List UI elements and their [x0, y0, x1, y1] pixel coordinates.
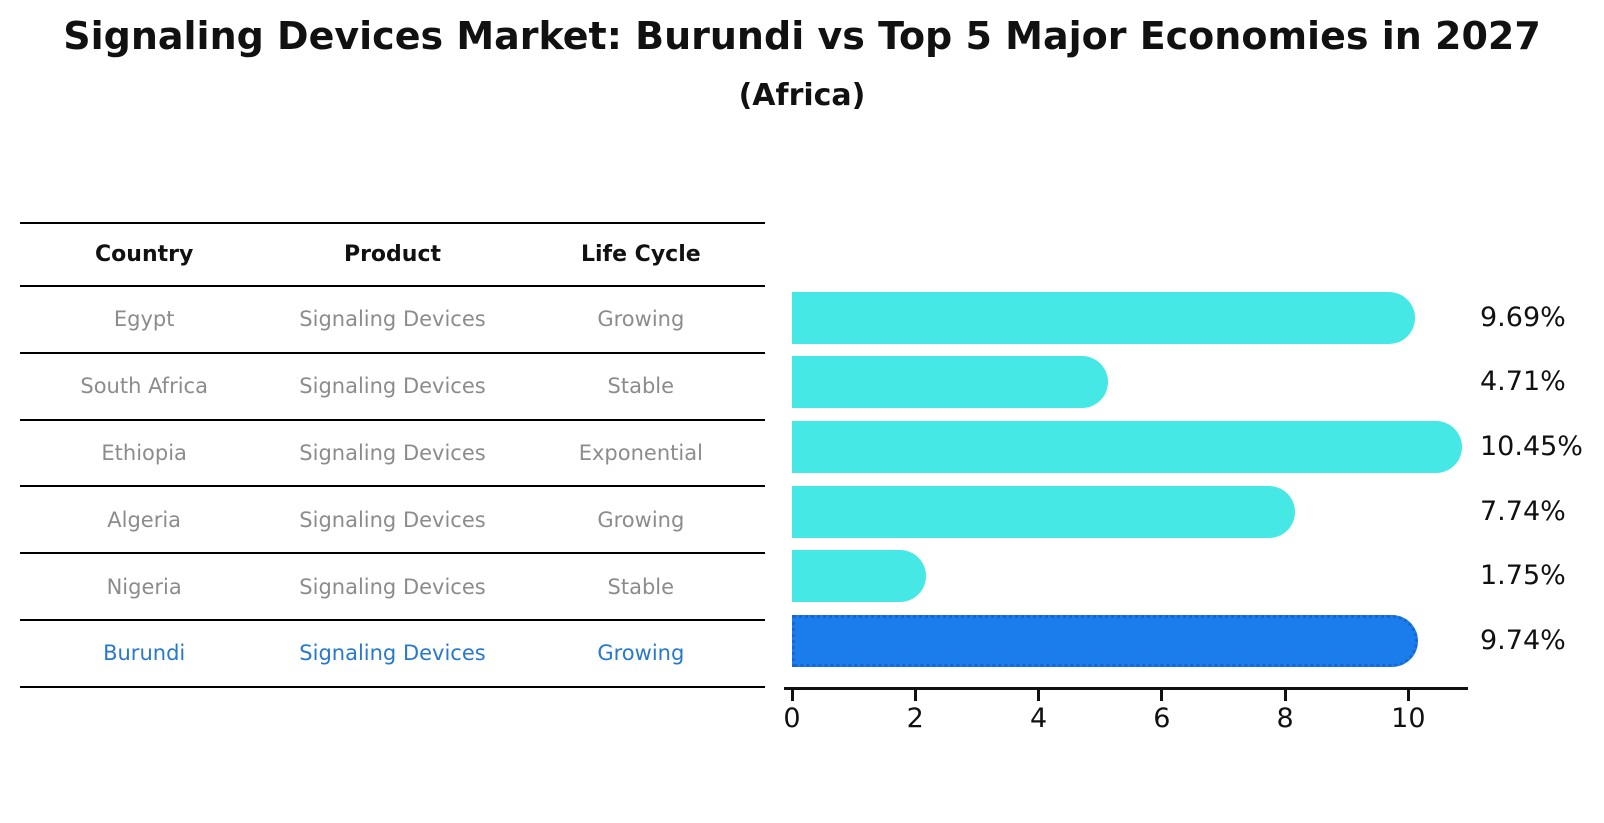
product-cell: Signaling Devices: [299, 641, 486, 666]
x-tick-label: 2: [906, 703, 924, 734]
bar-nigeria: [792, 550, 926, 603]
value-label: 9.69%: [1480, 301, 1566, 333]
x-tick-label: 4: [1029, 703, 1048, 734]
lifecycle-cell: Growing: [597, 307, 685, 332]
product-cell: Signaling Devices: [299, 307, 486, 332]
country-cell: Egypt: [113, 307, 175, 332]
table-row: Ethiopia Signaling Devices Exponential: [20, 421, 765, 488]
x-tick-label: 8: [1276, 703, 1294, 734]
value-label: 9.74%: [1480, 624, 1566, 656]
bar-ethiopia: [792, 420, 1463, 473]
x-tick-label: 6: [1153, 703, 1171, 734]
table-header-row: Country Product Life Cycle: [20, 224, 765, 287]
product-cell: Signaling Devices: [299, 507, 486, 532]
table-row: Algeria Signaling Devices Growing: [20, 487, 765, 555]
table-row: South Africa Signaling Devices Stable: [20, 354, 765, 421]
product-cell: Signaling Devices: [299, 374, 486, 399]
country-cell: Algeria: [107, 507, 182, 532]
table-row: Egypt Signaling Devices Growing: [20, 287, 765, 354]
column-header: Life Cycle: [580, 242, 701, 267]
country-cell: Burundi: [103, 641, 186, 666]
product-cell: Signaling Devices: [299, 574, 486, 599]
bar-algeria: [792, 485, 1296, 538]
country-cell: Nigeria: [106, 574, 182, 599]
column-header: Product: [343, 242, 442, 267]
table-row: Nigeria Signaling Devices Stable: [20, 554, 765, 621]
country-cell: South Africa: [80, 374, 208, 399]
column-header: Country: [95, 242, 194, 267]
x-axis-line: [784, 687, 1468, 690]
value-label: 7.74%: [1480, 495, 1566, 527]
lifecycle-cell: Stable: [607, 374, 675, 399]
lifecycle-cell: Growing: [597, 507, 685, 532]
value-label: 10.45%: [1480, 430, 1583, 462]
bar-burundi: [792, 614, 1419, 667]
product-cell: Signaling Devices: [299, 440, 486, 465]
lifecycle-cell: Stable: [607, 574, 675, 599]
lifecycle-cell: Growing: [597, 641, 685, 666]
country-table: Country Product Life Cycle Egypt Signaling D…: [20, 222, 765, 688]
chart-title: Signaling Devices Market: Burundi vs Top…: [63, 14, 1541, 58]
chart-subtitle: (Africa): [738, 78, 866, 113]
x-tick-mark: [1160, 690, 1164, 701]
value-label: 4.71%: [1480, 366, 1566, 398]
x-tick-label: 0: [783, 703, 801, 734]
x-tick-mark: [1037, 690, 1041, 701]
table-row: Burundi Signaling Devices Growing: [20, 621, 765, 688]
bar-plot: 9.69% 4.71% 10.45% 7.74% 1.75% 9.74%: [792, 285, 1583, 689]
x-tick-mark: [1406, 690, 1410, 701]
lifecycle-cell: Exponential: [578, 440, 703, 465]
country-cell: Ethiopia: [101, 440, 187, 465]
bar-south-africa: [792, 356, 1109, 409]
x-tick-label: 10: [1391, 703, 1426, 734]
x-tick-mark: [913, 690, 917, 701]
bar-egypt: [792, 291, 1416, 344]
value-label: 1.75%: [1480, 560, 1566, 592]
x-tick-mark: [1283, 690, 1287, 701]
x-tick-mark: [790, 690, 794, 701]
